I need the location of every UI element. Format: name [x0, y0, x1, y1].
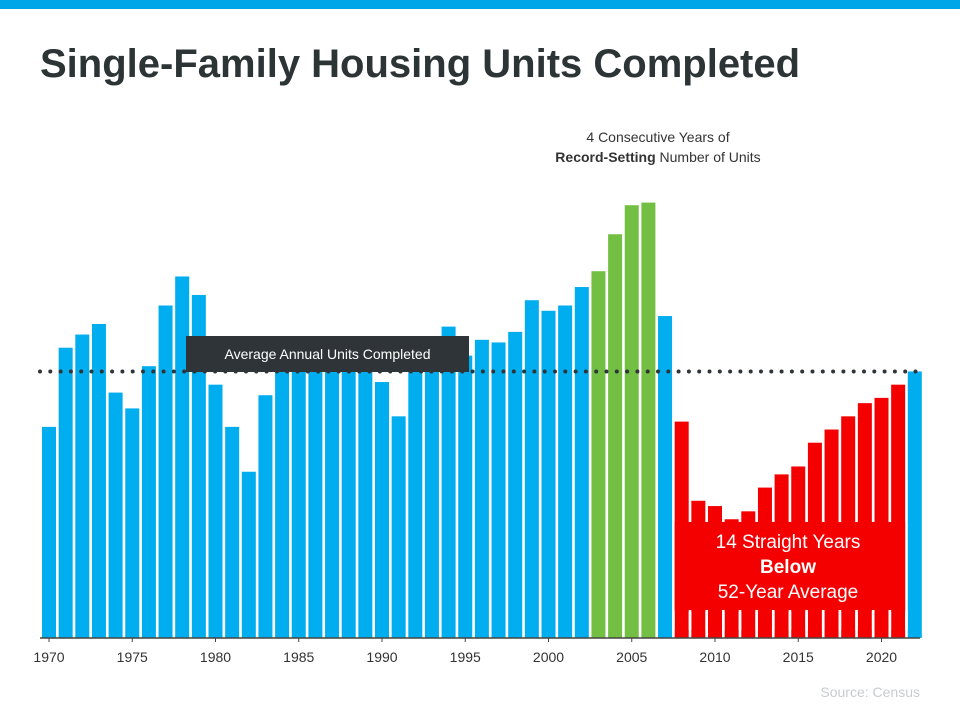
top-accent-bar: [0, 0, 960, 9]
chart-title: Single-Family Housing Units Completed: [40, 42, 801, 86]
x-tick-label: 1980: [200, 649, 231, 665]
bar-1997: [491, 342, 506, 638]
record-annotation-line1: 4 Consecutive Years of: [586, 129, 730, 145]
bar-1985: [291, 353, 306, 638]
record-annotation-rest: Number of Units: [655, 149, 761, 165]
bar-1984: [275, 355, 290, 638]
record-annotation-line2: Record-Setting Number of Units: [498, 147, 818, 167]
bar-2004: [608, 234, 623, 638]
x-tick-label: 1995: [450, 649, 481, 665]
bar-2003: [591, 271, 606, 638]
x-tick-label: 1985: [283, 649, 314, 665]
bar-1977: [158, 305, 173, 638]
bar-1974: [108, 392, 123, 638]
bar-1982: [241, 471, 256, 638]
below-average-panel: [674, 522, 906, 610]
bar-1975: [125, 408, 140, 638]
x-tick-label: 2005: [616, 649, 647, 665]
bar-2001: [558, 305, 573, 638]
bar-1978: [175, 276, 190, 638]
x-tick-label: 2015: [783, 649, 814, 665]
bar-1996: [474, 339, 489, 638]
bar-2000: [541, 310, 556, 638]
bar-2007: [658, 316, 673, 638]
bar-1970: [42, 426, 56, 638]
bar-1987: [325, 342, 340, 638]
bar-2006: [641, 202, 656, 639]
bar-1990: [375, 382, 389, 638]
bar-1983: [258, 395, 273, 638]
bar-1991: [391, 416, 406, 638]
bar-1988: [341, 350, 356, 638]
below-annotation-line1: 14 Straight Years: [715, 532, 861, 553]
average-label: Average Annual Units Completed: [186, 336, 469, 372]
bar-2022: [907, 371, 922, 638]
bar-1995: [458, 355, 473, 638]
bar-1979: [191, 294, 206, 638]
bar-1973: [91, 323, 106, 638]
record-annotation: 4 Consecutive Years of Record-Setting Nu…: [498, 127, 818, 167]
x-tick-label: 2020: [866, 649, 897, 665]
below-average-annotation: 14 Straight Years Below 52-Year Average: [676, 530, 900, 605]
source-label: Source: Census: [820, 684, 920, 700]
bar-1994: [441, 326, 456, 638]
x-tick-label: 1975: [117, 649, 148, 665]
bar-2005: [624, 205, 639, 638]
bar-1993: [424, 363, 439, 638]
bar-1980: [208, 384, 223, 638]
bar-2002: [574, 287, 589, 638]
bar-1986: [308, 342, 323, 638]
bar-1971: [58, 347, 73, 638]
bar-1976: [141, 366, 156, 638]
below-annotation-line2: Below: [760, 557, 816, 578]
x-tick-label: 2000: [533, 649, 564, 665]
x-tick-label: 1990: [366, 649, 397, 665]
bar-1992: [408, 366, 423, 638]
bar-1999: [524, 300, 539, 638]
bar-1972: [75, 334, 90, 638]
x-tick-label: 2010: [699, 649, 730, 665]
bar-1989: [358, 368, 373, 638]
x-tick-label: 1970: [33, 649, 64, 665]
bar-1998: [508, 331, 523, 638]
record-annotation-bold: Record-Setting: [555, 149, 656, 165]
below-annotation-line3: 52-Year Average: [717, 582, 859, 603]
bar-1981: [225, 426, 240, 638]
